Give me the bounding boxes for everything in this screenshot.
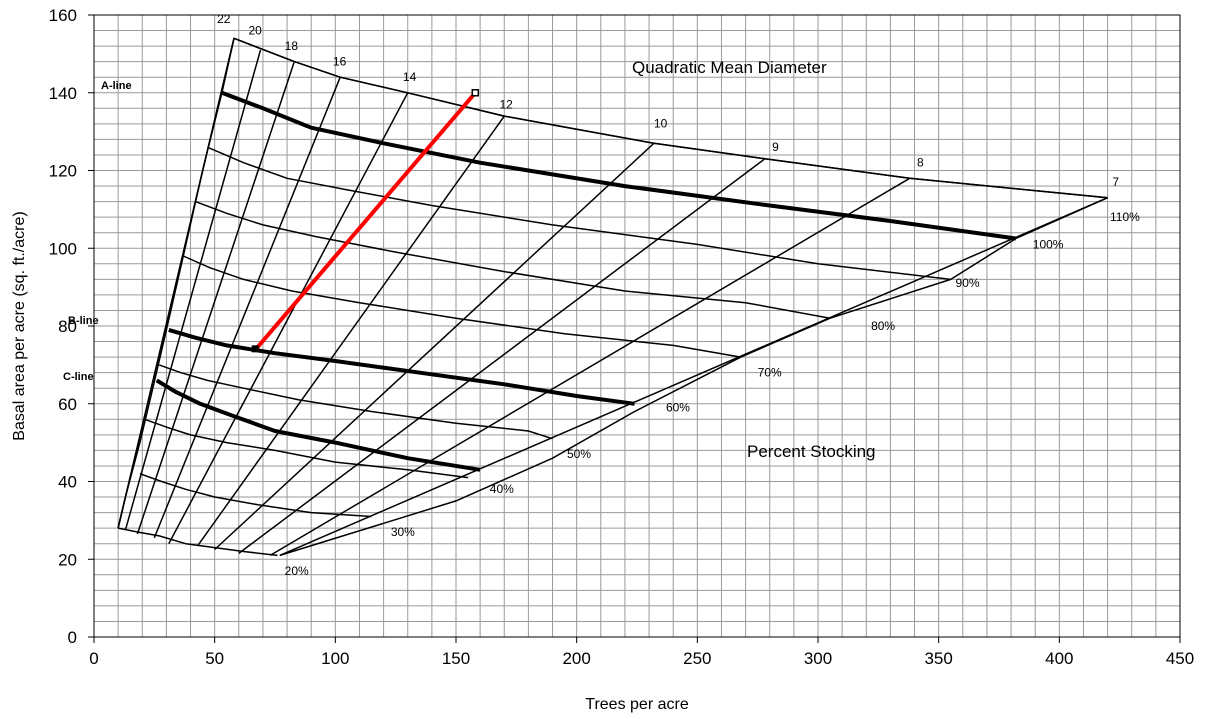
diameter-label: 18: [285, 39, 299, 53]
diameter-line: [269, 177, 911, 557]
diameter-label: 10: [654, 117, 668, 131]
x-axis-title: Trees per acre: [585, 696, 689, 713]
diameter-label: 7: [1112, 175, 1119, 189]
x-tick-label: 0: [89, 649, 98, 668]
diameter-label: 22: [217, 12, 231, 26]
stocking-label: 90%: [956, 276, 980, 290]
diameter-line: [124, 49, 262, 531]
highlight-start-marker: [251, 345, 259, 353]
x-tick-label: 250: [683, 649, 711, 668]
outer-boundary-line: [279, 197, 1108, 557]
diameter-label: 20: [248, 23, 262, 37]
diameter-line: [136, 61, 296, 535]
stocking-line: [168, 327, 635, 406]
stocking-label: 80%: [871, 319, 895, 333]
y-tick-label: 120: [49, 162, 77, 181]
stocking-label: 100%: [1033, 237, 1064, 251]
stocking-line: [221, 90, 1017, 241]
highlight-end-marker: [471, 89, 480, 97]
x-tick-label: 400: [1045, 649, 1073, 668]
y-tick-label: 100: [49, 239, 77, 258]
qmd-title: Quadratic Mean Diameter: [632, 58, 827, 77]
y-tick-label: 20: [58, 550, 77, 569]
grid: [93, 14, 1181, 638]
x-tick-label: 50: [205, 649, 224, 668]
stocking-label: 20%: [285, 564, 309, 578]
stocking-label: 40%: [490, 482, 514, 496]
y-tick-label: 80: [58, 317, 77, 336]
stocking-title: Percent Stocking: [747, 442, 876, 461]
b-line-label: B-line: [68, 315, 99, 327]
stocking-label: 50%: [567, 447, 591, 461]
diameter-line: [214, 142, 655, 551]
diameter-line: [153, 76, 341, 539]
y-tick-label: 60: [58, 395, 77, 414]
diameter-label: 16: [333, 55, 347, 69]
stocking-label: 110%: [1110, 210, 1140, 224]
stocking-line: [182, 255, 741, 358]
c-line-label: C-line: [63, 371, 94, 383]
y-tick-label: 160: [49, 6, 77, 25]
diameter-label: 14: [403, 70, 417, 84]
x-tick-label: 300: [804, 649, 832, 668]
x-tick-label: 100: [321, 649, 349, 668]
stocking-line: [139, 472, 372, 518]
diameter-line: [197, 115, 505, 547]
y-tick-label: 140: [49, 84, 77, 103]
stocking-label: 30%: [391, 525, 415, 539]
x-tick-label: 350: [924, 649, 952, 668]
stocking-line: [144, 418, 469, 479]
a-line-label: A-line: [101, 80, 132, 92]
x-tick-label: 150: [442, 649, 470, 668]
diameter-label: 9: [772, 140, 779, 154]
y-tick-label: 0: [68, 628, 77, 647]
x-tick-label: 200: [562, 649, 590, 668]
diameter-label: 12: [499, 97, 513, 111]
stocking-label: 60%: [666, 401, 690, 415]
diameter-line: [238, 158, 766, 555]
x-tick-label: 450: [1166, 649, 1194, 668]
y-axis-title: Basal area per acre (sq. ft./acre): [11, 211, 28, 440]
diameter-line: [279, 197, 1108, 557]
stocking-line: [207, 146, 951, 281]
qmd-envelope-line: [117, 37, 1108, 529]
diameter-label: 8: [917, 156, 924, 170]
stocking-line: [158, 364, 553, 440]
highlight-line: [254, 91, 477, 351]
diameter-line: [168, 92, 409, 545]
stocking-label: 70%: [758, 366, 782, 380]
y-tick-label: 40: [58, 473, 77, 492]
stocking-line: [155, 378, 481, 472]
